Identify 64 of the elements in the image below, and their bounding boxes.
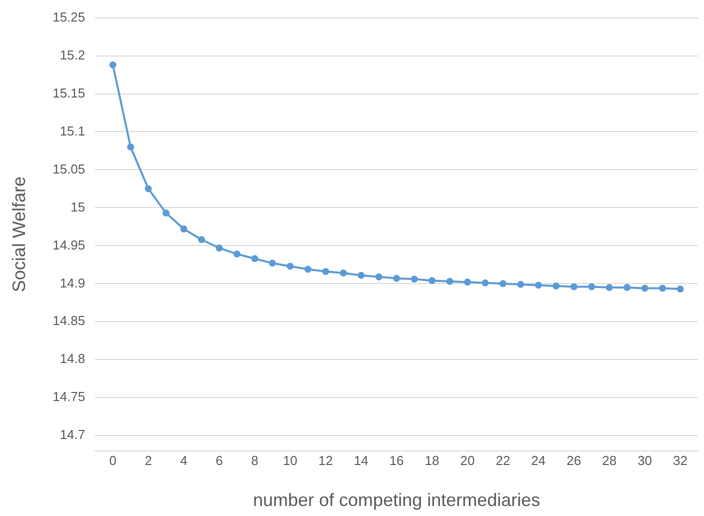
point — [410, 276, 418, 283]
y-tick-label: 14.75 — [52, 389, 86, 404]
point — [482, 279, 489, 286]
x-tick-label: 12 — [318, 453, 333, 468]
point — [499, 280, 506, 288]
point — [233, 250, 240, 258]
point — [446, 278, 454, 285]
x-tick-label: 22 — [496, 453, 510, 468]
x-tick-label: 4 — [180, 453, 188, 468]
x-tick-label: 10 — [282, 453, 298, 468]
x-tick-label: 8 — [251, 453, 258, 468]
x-tick-label: 6 — [216, 453, 223, 468]
point — [676, 285, 684, 292]
y-tick-label: 14.8 — [60, 351, 86, 366]
y-tick-label: 15 — [70, 199, 86, 214]
x-tick-label: 16 — [389, 453, 404, 468]
point — [552, 282, 560, 290]
y-tick-label: 14.9 — [60, 275, 86, 290]
x-tick-label: 14 — [354, 453, 368, 468]
point — [144, 185, 152, 192]
point — [570, 283, 578, 290]
point — [127, 143, 134, 150]
point — [375, 273, 382, 280]
point — [606, 284, 613, 291]
point — [286, 262, 294, 270]
point — [464, 278, 471, 286]
point — [180, 225, 188, 232]
x-tick-label: 0 — [109, 453, 116, 468]
y-tick-label: 15.05 — [52, 161, 86, 176]
x-tick-label: 20 — [460, 453, 475, 468]
x-tick-label: 30 — [638, 453, 652, 468]
point — [268, 260, 276, 267]
y-tick-label: 14.95 — [52, 237, 86, 252]
point — [340, 270, 347, 277]
point — [393, 274, 400, 282]
point — [428, 277, 436, 284]
x-tick-label: 18 — [424, 453, 440, 468]
y-tick-label: 15.1 — [60, 123, 86, 138]
y-tick-label: 14.85 — [52, 313, 86, 328]
point — [216, 244, 223, 252]
x-tick-label: 24 — [531, 453, 546, 468]
x-tick-label: 32 — [673, 453, 688, 468]
x-tick-label: 28 — [602, 453, 617, 468]
point — [659, 284, 666, 292]
x-tick-label: 2 — [144, 453, 152, 468]
point — [162, 210, 170, 217]
y-tick-label: 15.15 — [52, 85, 86, 100]
point — [534, 282, 542, 289]
point — [304, 266, 312, 273]
x-axis-title: number of competing intermediaries — [252, 490, 540, 510]
x-tick-label: 26 — [566, 453, 582, 468]
point — [198, 236, 206, 244]
point — [517, 280, 524, 288]
point — [251, 255, 258, 262]
y-tick-label: 15.25 — [52, 9, 86, 24]
point — [588, 283, 596, 290]
point — [322, 268, 330, 276]
y-tick-label: 15.2 — [60, 47, 86, 62]
point — [624, 284, 631, 291]
point — [358, 272, 365, 279]
y-axis-title: Social Welfare — [8, 176, 29, 292]
point — [641, 284, 648, 292]
point — [109, 61, 116, 68]
y-tick-label: 14.7 — [60, 427, 86, 442]
